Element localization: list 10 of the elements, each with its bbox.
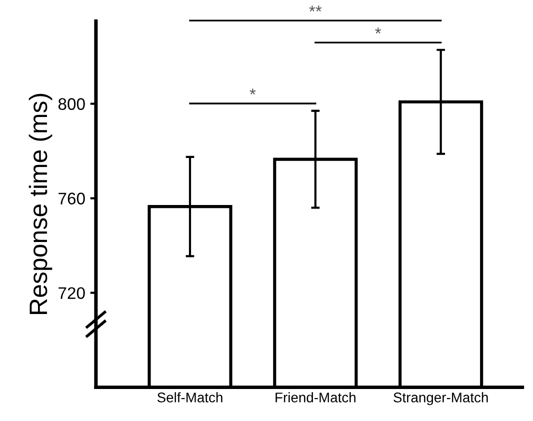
- x-tick-label: Stranger-Match: [394, 392, 488, 406]
- y-tick-label: 720: [58, 287, 85, 299]
- annotation: *: [250, 88, 256, 94]
- text: **: [309, 6, 322, 12]
- annotation: *: [375, 28, 382, 34]
- x-tick-label: Self-Match: [157, 392, 222, 402]
- y-axis-title: Response time (ms): [28, 94, 52, 314]
- x-tick-label: Friend-Match: [276, 392, 356, 402]
- y-tick-label: 800: [58, 98, 85, 110]
- y-tick-label: 760: [58, 192, 85, 204]
